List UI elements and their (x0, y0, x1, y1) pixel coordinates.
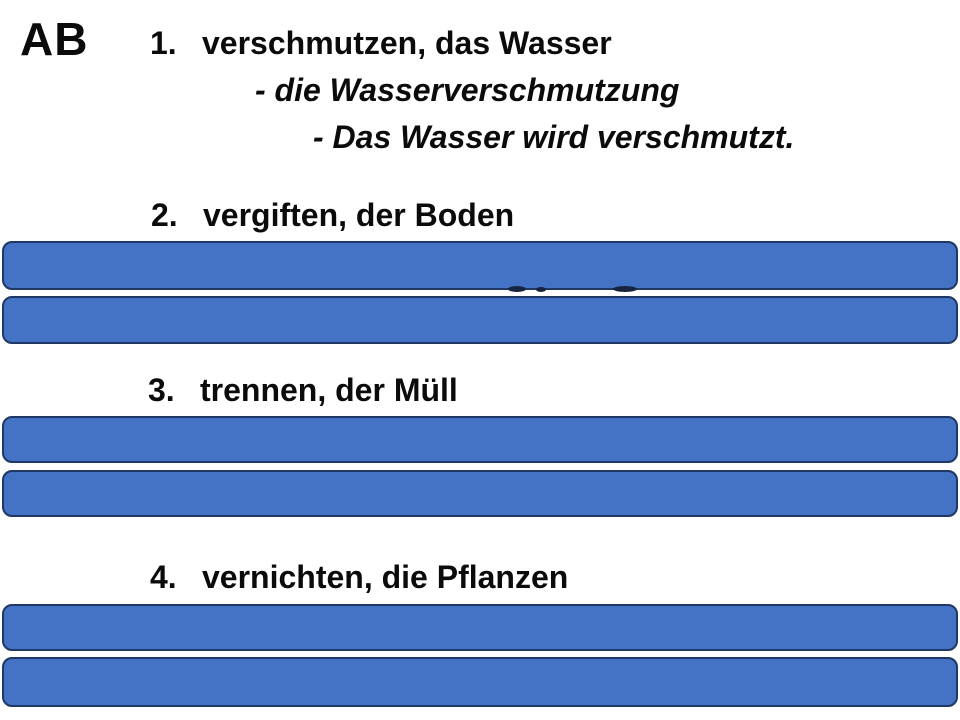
item-1-answer-noun: - die Wasserverschmutzung (255, 72, 680, 108)
item-2-number: 2. (151, 197, 178, 233)
hidden-text-descender (508, 286, 526, 292)
item-2-answer-cover-bar-2[interactable] (2, 296, 958, 344)
item-1-phrase: verschmutzen, das Wasser (202, 25, 612, 61)
hidden-text-descender (536, 287, 546, 292)
item-2-heading: 2. vergiften, der Boden (151, 196, 514, 234)
item-2-phrase: vergiften, der Boden (203, 197, 515, 233)
item-3-number: 3. (148, 372, 175, 408)
item-1-heading: 1. verschmutzen, das Wasser (150, 24, 612, 62)
item-1-number: 1. (150, 25, 177, 61)
item-4-answer-cover-bar-1[interactable] (2, 604, 958, 651)
item-4-answer-cover-bar-2[interactable] (2, 657, 958, 707)
worksheet-label: AB (20, 13, 89, 65)
item-4-number: 4. (150, 559, 177, 595)
item-1-answer-sentence: - Das Wasser wird verschmutzt. (313, 119, 795, 155)
item-3-answer-cover-bar-1[interactable] (2, 416, 958, 463)
item-2-answer-cover-bar-1[interactable] (2, 241, 958, 290)
item-4-heading: 4. vernichten, die Pflanzen (150, 558, 568, 596)
item-4-phrase: vernichten, die Pflanzen (202, 559, 569, 595)
item-3-phrase: trennen, der Müll (200, 372, 458, 408)
item-3-answer-cover-bar-2[interactable] (2, 470, 958, 517)
hidden-text-descender (613, 286, 637, 292)
item-3-heading: 3. trennen, der Müll (148, 371, 458, 409)
